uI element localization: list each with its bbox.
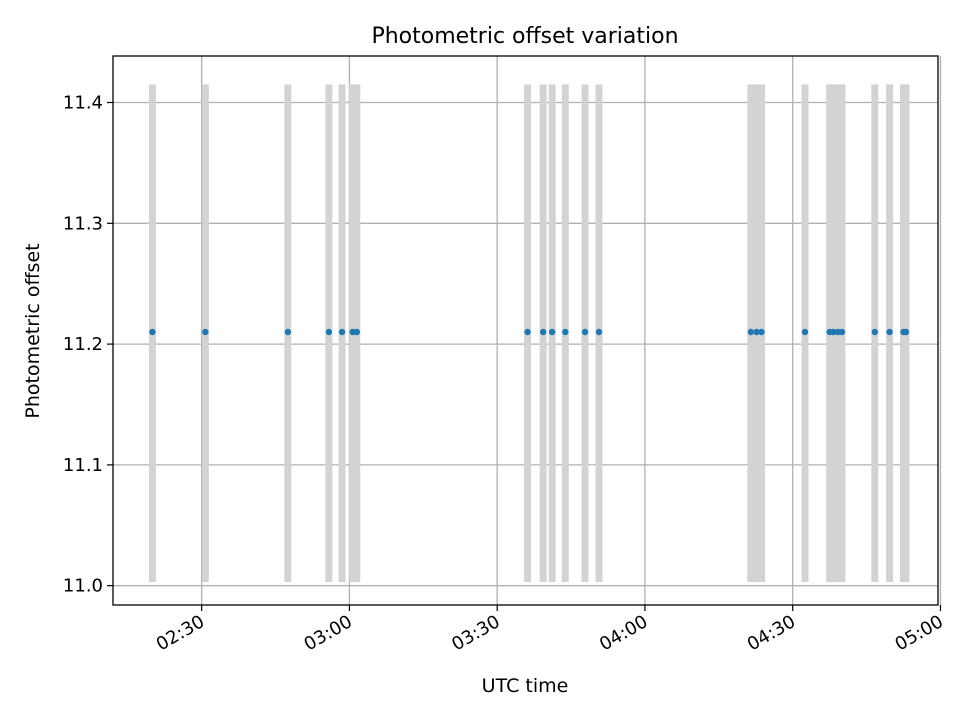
y-tick-label: 11.1 (63, 455, 103, 476)
y-tick-label: 11.2 (63, 334, 103, 355)
data-point (753, 328, 760, 336)
data-point-layer (149, 328, 910, 336)
data-point (801, 328, 809, 336)
y-axis-label: Photometric offset (22, 243, 44, 418)
data-point (202, 328, 209, 336)
data-point (325, 328, 333, 336)
data-point (830, 328, 837, 336)
data-point (886, 328, 893, 336)
data-point (284, 328, 292, 336)
y-tick-label: 11.0 (63, 576, 103, 597)
y-tick-label: 11.3 (63, 213, 103, 234)
data-point (838, 328, 846, 336)
data-point (871, 328, 878, 336)
data-point (581, 328, 589, 336)
data-point (353, 328, 361, 336)
chart-title: Photometric offset variation (371, 24, 678, 49)
data-point (747, 328, 755, 336)
data-point (539, 328, 547, 336)
data-point (902, 328, 910, 336)
data-point (149, 328, 156, 336)
data-point (758, 328, 765, 336)
axes-frame (112, 55, 939, 606)
data-point (338, 328, 346, 336)
data-point (524, 328, 531, 336)
data-point (548, 328, 556, 336)
data-point (562, 328, 569, 336)
x-axis-label: UTC time (482, 675, 569, 697)
y-tick-label: 11.4 (63, 93, 103, 114)
data-point (595, 328, 603, 336)
